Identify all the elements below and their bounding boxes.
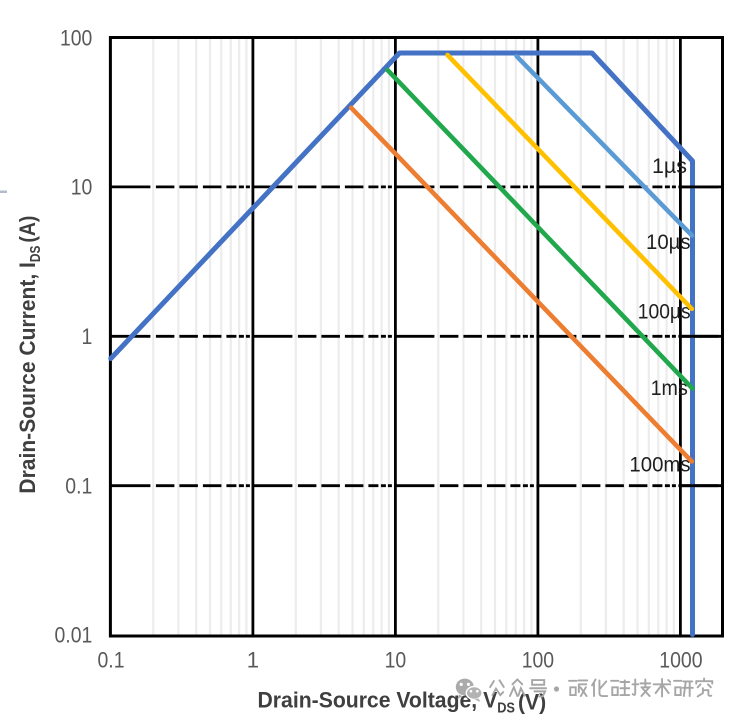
- svg-text:100µs: 100µs: [638, 300, 691, 324]
- svg-text:100: 100: [522, 648, 554, 673]
- svg-text:1000: 1000: [659, 648, 702, 673]
- svg-text:10: 10: [385, 648, 407, 673]
- svg-text:0.1: 0.1: [65, 473, 92, 498]
- svg-text:10µs: 10µs: [646, 230, 691, 254]
- svg-text:1: 1: [82, 324, 93, 349]
- svg-text:0.1: 0.1: [98, 648, 125, 673]
- svg-text:1µs: 1µs: [652, 154, 687, 178]
- svg-text:Drain-Source Current, IDS(A): Drain-Source Current, IDS(A): [15, 216, 44, 494]
- svg-text:1: 1: [247, 648, 259, 673]
- svg-text:100ms: 100ms: [629, 453, 690, 477]
- svg-text:100: 100: [60, 25, 92, 50]
- svg-text:0.01: 0.01: [55, 623, 93, 648]
- svg-text:10: 10: [71, 175, 93, 200]
